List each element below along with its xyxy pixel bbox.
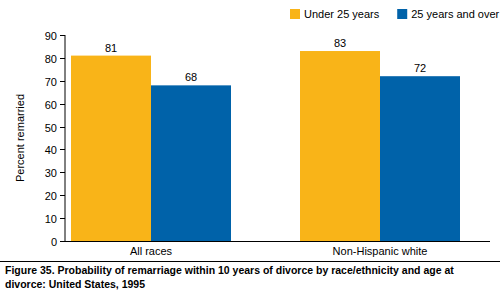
legend-swatch (397, 9, 407, 19)
y-tick-label: 0 (51, 236, 57, 248)
y-tick-label: 60 (45, 99, 57, 111)
legend-label: 25 years and over (411, 8, 499, 20)
caption-rule (0, 261, 500, 262)
data-label: 83 (334, 37, 346, 49)
y-tick-label: 80 (45, 53, 57, 65)
y-tick (60, 172, 65, 173)
y-tick-label: 10 (45, 213, 57, 225)
x-axis (60, 241, 490, 242)
y-tick (60, 81, 65, 82)
data-label: 72 (414, 62, 426, 74)
y-tick-label: 40 (45, 144, 57, 156)
y-tick-label: 30 (45, 167, 57, 179)
y-tick (60, 104, 65, 105)
caption: Figure 35. Probability of remarriage wit… (5, 263, 495, 291)
y-tick-label: 20 (45, 190, 57, 202)
bars (71, 51, 460, 241)
y-tick (60, 218, 65, 219)
x-tick-label: Non-Hispanic white (333, 245, 428, 257)
data-label: 81 (105, 42, 117, 54)
chart: 0 10 20 30 40 50 60 70 80 90 Percent remarried 81 68… (0, 0, 500, 305)
y-tick-label: 50 (45, 122, 57, 134)
legend-swatch (290, 9, 300, 19)
y-tick-label: 90 (45, 30, 57, 42)
legend-label: Under 25 years (304, 8, 380, 20)
data-labels: 81 68 83 72 (105, 37, 426, 83)
x-tick-label: All races (130, 245, 173, 257)
y-tick (60, 149, 65, 150)
y-tick (60, 35, 65, 36)
data-label: 68 (185, 71, 197, 83)
y-axis-label: Percent remarried (14, 94, 26, 182)
y-tick (60, 58, 65, 59)
y-tick (60, 195, 65, 196)
y-axis (65, 35, 66, 241)
y-tick (60, 241, 65, 242)
y-tick-label: 70 (45, 76, 57, 88)
bar (300, 51, 380, 241)
bar (151, 85, 231, 241)
bar (71, 56, 151, 241)
bar (380, 76, 460, 241)
y-tick (60, 127, 65, 128)
